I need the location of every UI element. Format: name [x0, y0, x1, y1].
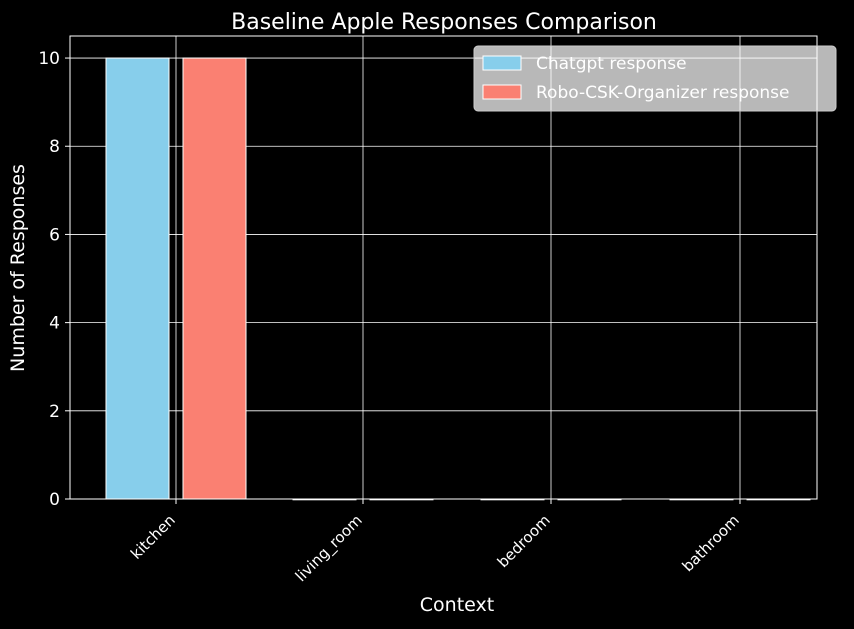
y-tick-label: 8 [49, 137, 60, 157]
y-tick-label: 0 [49, 490, 60, 510]
y-tick-label: 10 [38, 49, 60, 69]
legend-box [473, 45, 837, 112]
x-axis-label: Context [420, 594, 494, 616]
bar-robo-csk-organizer-kitchen [182, 57, 247, 500]
bars [105, 57, 811, 501]
chart-title: Baseline Apple Responses Comparison [231, 10, 657, 35]
legend-label-robo-csk-organizer: Robo-CSK-Organizer response [536, 83, 790, 103]
y-tick-label: 4 [49, 314, 60, 334]
y-axis-label: Number of Responses [7, 164, 29, 372]
y-ticks: 0 2 4 6 8 10 [38, 49, 70, 510]
legend-swatch-chatgpt [482, 55, 522, 71]
y-tick-label: 6 [49, 225, 60, 245]
bar-chatgpt-kitchen [105, 57, 170, 500]
legend-swatch-robo-csk-organizer [482, 84, 522, 100]
legend: Chatgpt response Robo-CSK-Organizer resp… [473, 45, 837, 112]
plot-frame [69, 35, 818, 500]
legend-label-chatgpt: Chatgpt response [536, 54, 687, 74]
y-tick-label: 2 [49, 402, 60, 422]
